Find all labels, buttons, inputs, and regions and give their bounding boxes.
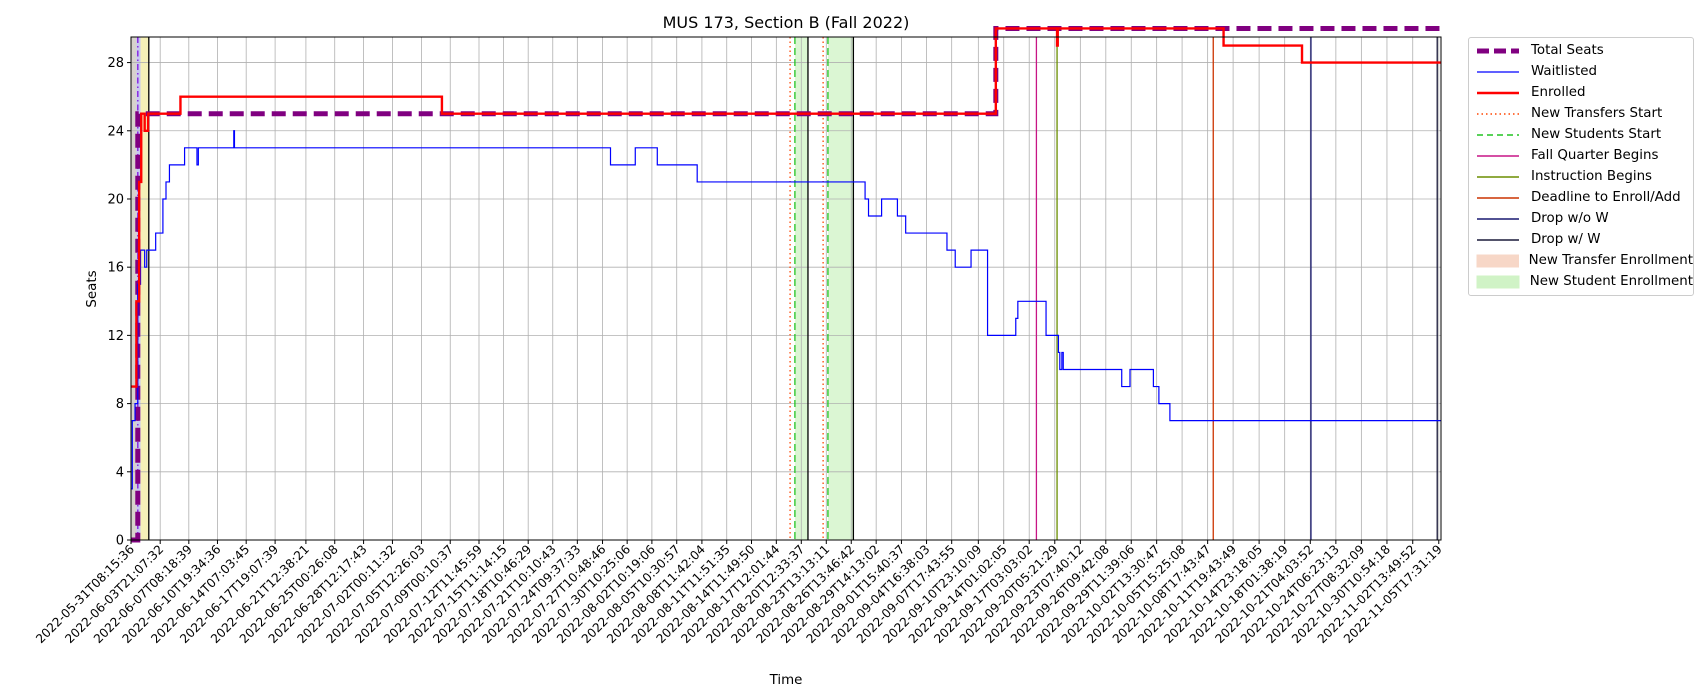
legend-label: New Students Start bbox=[1531, 127, 1662, 142]
background-regions bbox=[131, 37, 854, 540]
legend-swatch bbox=[1477, 238, 1519, 241]
legend-label: New Transfer Enrollment bbox=[1528, 253, 1693, 268]
y-tick-label: 20 bbox=[107, 192, 124, 207]
legend-item: Waitlisted bbox=[1469, 61, 1693, 82]
legend-swatch bbox=[1476, 275, 1520, 288]
legend-item: Total Seats bbox=[1469, 40, 1693, 61]
legend-label: Total Seats bbox=[1531, 43, 1604, 58]
legend-label: Instruction Begins bbox=[1531, 169, 1653, 184]
legend-swatch bbox=[1477, 154, 1519, 157]
legend-item: Deadline to Enroll/Add bbox=[1469, 187, 1693, 208]
legend-label: Fall Quarter Begins bbox=[1531, 148, 1659, 163]
legend-item: Enrolled bbox=[1469, 82, 1693, 103]
y-tick-label: 24 bbox=[107, 124, 124, 139]
x-axis-ticks: 2022-05-31T08:15:362022-06-03T21:07:3220… bbox=[33, 540, 1445, 646]
background-region-2 bbox=[140, 37, 149, 540]
legend-swatch bbox=[1477, 70, 1519, 73]
plot-frame bbox=[130, 36, 1442, 541]
series-total-seats bbox=[131, 25, 1441, 543]
legend-label: Drop w/ W bbox=[1531, 232, 1601, 247]
shaded-region-0-0 bbox=[131, 37, 137, 540]
legend-swatch bbox=[1477, 112, 1519, 115]
legend-item: Instruction Begins bbox=[1469, 166, 1693, 187]
legend-item: New Student Enrollment bbox=[1469, 271, 1693, 292]
legend-swatch bbox=[1477, 217, 1519, 220]
legend-swatch bbox=[1477, 133, 1519, 136]
y-tick-label: 12 bbox=[107, 329, 124, 344]
event-markers bbox=[137, 37, 1438, 540]
legend-item: New Students Start bbox=[1469, 124, 1693, 145]
y-tick-label: 0 bbox=[116, 534, 124, 549]
series-waitlisted bbox=[131, 130, 1441, 490]
y-axis-ticks: 0 4 8 12 16 20 24 28 bbox=[107, 56, 131, 549]
series-enrolled bbox=[131, 27, 1441, 388]
legend-swatch bbox=[1477, 48, 1519, 53]
chart-title: MUS 173, Section B (Fall 2022) bbox=[663, 13, 910, 32]
legend-item: New Transfer Enrollment bbox=[1469, 250, 1693, 271]
legend-label: New Student Enrollment bbox=[1529, 274, 1693, 289]
y-tick-label: 4 bbox=[116, 465, 124, 480]
legend-swatch bbox=[1477, 91, 1519, 94]
legend-swatch bbox=[1477, 196, 1519, 199]
y-axis-label: Seats bbox=[85, 270, 100, 307]
legend-label: Drop w/o W bbox=[1531, 211, 1609, 226]
legend-label: Deadline to Enroll/Add bbox=[1531, 190, 1681, 205]
y-tick-label: 28 bbox=[107, 56, 124, 71]
legend-swatch bbox=[1477, 175, 1519, 178]
y-tick-label: 8 bbox=[116, 397, 124, 412]
legend-label: Enrolled bbox=[1531, 85, 1586, 100]
x-axis-label: Time bbox=[769, 673, 803, 688]
legend-swatch bbox=[1476, 254, 1519, 267]
legend-item: New Transfers Start bbox=[1469, 103, 1693, 124]
y-tick-label: 16 bbox=[107, 261, 124, 276]
chart-legend: Total Seats Waitlisted Enrolled New Transfe… bbox=[1468, 37, 1694, 296]
legend-item: Drop w/o W bbox=[1469, 208, 1693, 229]
legend-item: Drop w/ W bbox=[1469, 229, 1693, 250]
legend-label: Waitlisted bbox=[1531, 64, 1597, 79]
series-lines bbox=[131, 25, 1441, 543]
legend-item: Fall Quarter Begins bbox=[1469, 145, 1693, 166]
legend-label: New Transfers Start bbox=[1531, 106, 1663, 121]
grid bbox=[130, 37, 1441, 541]
shaded-region-1-1 bbox=[827, 37, 854, 540]
